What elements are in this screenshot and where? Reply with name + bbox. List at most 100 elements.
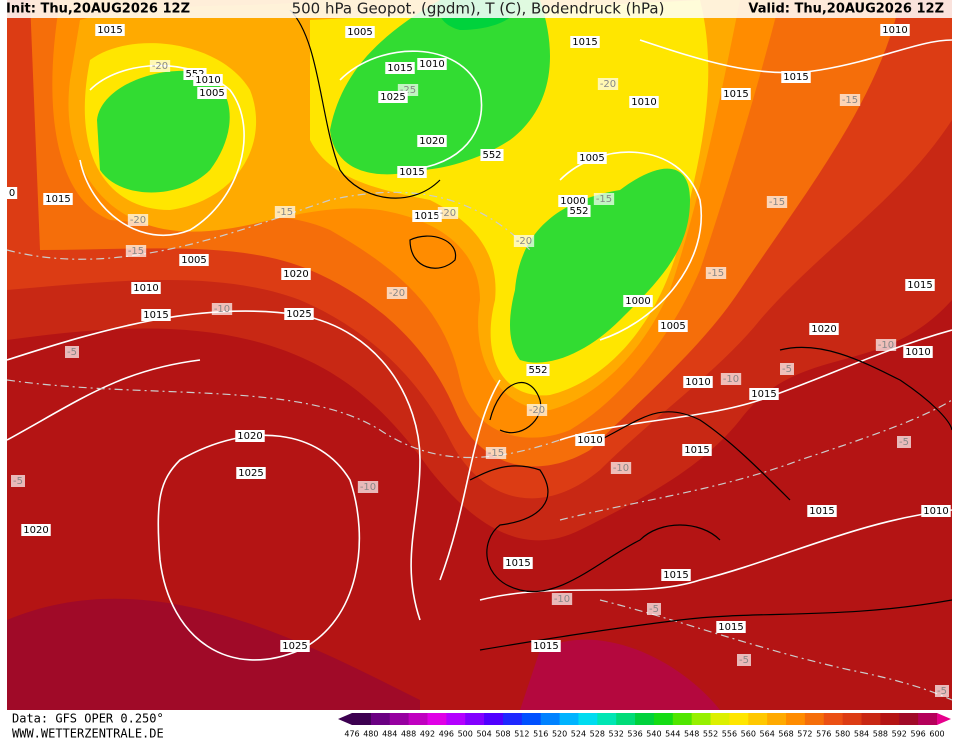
- colorbar-tick-label: 564: [760, 730, 775, 739]
- colorbar-tick-label: 568: [778, 730, 793, 739]
- colorbar-tick-label: 480: [363, 730, 378, 739]
- contour-label: -15: [596, 194, 612, 205]
- contour-label: 1015: [399, 167, 424, 178]
- contour-label: 552: [528, 365, 547, 376]
- contour-label: 1010: [133, 283, 158, 294]
- contour-label: 1025: [282, 641, 307, 652]
- colorbar-low: [338, 713, 352, 725]
- colorbar-high: [937, 713, 951, 725]
- colorbar-tick-label: 492: [420, 730, 435, 739]
- contour-label-box: [575, 434, 605, 446]
- contour-label-box: [284, 308, 314, 320]
- contour-label: 1015: [718, 622, 743, 633]
- contour-label: -15: [769, 197, 785, 208]
- data-source: Data: GFS OPER 0.250°: [12, 712, 164, 726]
- contour-label-box: [716, 621, 746, 633]
- colorbar-swatch: [861, 713, 881, 725]
- contour-label-box: [397, 166, 427, 178]
- contour-label-box: [485, 447, 507, 459]
- colorbar: 476 480 484 488 492 496 500 504 508 512 516 520 524 5…: [338, 713, 951, 739]
- contour-label: 1010: [195, 75, 220, 86]
- contour-label: 1020: [237, 431, 262, 442]
- contour-label: -5: [67, 347, 77, 358]
- contour-label: 1000: [560, 196, 585, 207]
- colorbar-tick-label: 560: [741, 730, 756, 739]
- contour-label-box: [749, 388, 779, 400]
- contour-label: 1010: [923, 506, 948, 517]
- contour-label-box: [65, 346, 79, 358]
- contour-label-box: [149, 60, 171, 72]
- contour-label: 1025: [380, 92, 405, 103]
- contour-label-box: [658, 320, 688, 332]
- colorbar-tick-label: 536: [627, 730, 642, 739]
- contour-label: 1015: [533, 641, 558, 652]
- contour-label-box: [480, 149, 504, 161]
- contour-label: 1020: [419, 136, 444, 147]
- map-title: 500 hPa Geopot. (gpdm), T (C), Bodendruc…: [292, 0, 665, 18]
- contour-label-box: [95, 24, 125, 36]
- contour-label: -25: [400, 85, 416, 96]
- contour-label-box: [531, 640, 561, 652]
- colorbar-swatch: [559, 713, 579, 725]
- contour-label-box: [236, 467, 266, 479]
- colorbar-swatch: [370, 713, 391, 725]
- website: WWW.WETTERZENTRALE.DE: [12, 727, 164, 741]
- contour-label: 1010: [577, 435, 602, 446]
- contour-label: -20: [440, 208, 456, 219]
- contour-label-box: [235, 430, 265, 442]
- contour-label: 1005: [579, 153, 604, 164]
- colorbar-swatch: [729, 713, 749, 725]
- contour-label-box: [11, 475, 25, 487]
- colorbar-tick-label: 596: [910, 730, 925, 739]
- contour-label: -5: [937, 686, 947, 697]
- contour-label: 0: [9, 188, 15, 199]
- colorbar-tick-label: 484: [382, 730, 397, 739]
- colorbar-swatch: [521, 713, 542, 725]
- contour-label-box: [809, 323, 839, 335]
- valid-time: Valid: Thu,20AUG2026 12Z: [748, 2, 944, 17]
- contour-label-box: [766, 196, 788, 208]
- contour-label-box: [274, 206, 296, 218]
- colorbar-swatch: [540, 713, 561, 725]
- contour-label-box: [281, 268, 311, 280]
- contour-label: 1005: [199, 88, 224, 99]
- contour-label-box: [127, 214, 149, 226]
- contour-label-box: [141, 309, 171, 321]
- colorbar-tick-label: 584: [854, 730, 869, 739]
- contour-label-box: [610, 462, 632, 474]
- contour-label: 1015: [143, 310, 168, 321]
- contour-label-box: [551, 593, 573, 605]
- contour-label: -5: [739, 655, 749, 666]
- contour-label: -10: [878, 340, 894, 351]
- colorbar-tick-label: 580: [835, 730, 850, 739]
- contour-label-box: [623, 295, 653, 307]
- contour-label-box: [357, 481, 379, 493]
- contour-label: -20: [152, 61, 168, 72]
- contour-label-box: [131, 282, 161, 294]
- contour-label: -20: [600, 79, 616, 90]
- colorbar-tick-label: 508: [495, 730, 510, 739]
- contour-label-box: [597, 78, 619, 90]
- colorbar-tick-label: 600: [929, 730, 944, 739]
- colorbar-swatch: [352, 713, 372, 725]
- colorbar-swatch: [616, 713, 636, 725]
- colorbar-tick-label: 544: [665, 730, 680, 739]
- contour-label-box: [720, 373, 742, 385]
- contour-label: -15: [488, 448, 504, 459]
- contour-label-box: [905, 279, 935, 291]
- colorbar-tick-label: 552: [703, 730, 718, 739]
- contour-label: 1010: [905, 347, 930, 358]
- contour-label: 1020: [23, 525, 48, 536]
- contour-label: -15: [842, 95, 858, 106]
- contour-label-box: [526, 364, 550, 376]
- contour-label-box: [780, 363, 794, 375]
- contour-label: 1005: [660, 321, 685, 332]
- contour-label-box: [875, 339, 897, 351]
- contour-label-box: [629, 96, 659, 108]
- contour-label-box: [417, 135, 447, 147]
- contour-label: 1010: [631, 97, 656, 108]
- colorbar-tick-label: 524: [571, 730, 586, 739]
- contour-label-box: [593, 193, 615, 205]
- map-field: [7, 0, 952, 710]
- contour-label: -10: [360, 482, 376, 493]
